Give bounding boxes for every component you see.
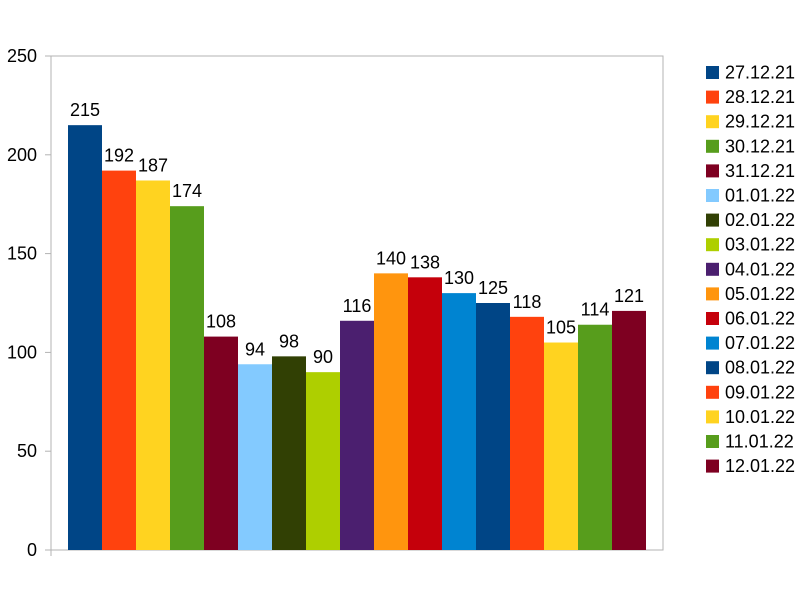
bar-01.01.22: [238, 364, 272, 550]
bar-06.01.22: [408, 277, 442, 550]
bar-29.12.21: [136, 180, 170, 550]
legend-swatch: [706, 90, 719, 104]
data-label-10.01.22: 105: [546, 318, 576, 338]
data-label-29.12.21: 187: [138, 155, 168, 175]
legend-swatch: [706, 66, 719, 79]
data-label-12.01.22: 121: [614, 286, 644, 306]
bar-09.01.22: [510, 316, 544, 550]
legend-swatch: [706, 189, 719, 202]
legend-label: 09.01.22: [725, 382, 795, 402]
legend-label: 04.01.22: [725, 259, 795, 279]
legend-label: 28.12.21: [725, 87, 795, 107]
data-label-02.01.22: 98: [279, 331, 299, 351]
legend-item-08.01.22: 08.01.22: [706, 358, 795, 378]
data-label-07.01.22: 130: [444, 268, 474, 288]
data-label-09.01.22: 118: [513, 292, 542, 312]
bar-07.01.22: [442, 293, 476, 550]
y-axis: 0 50 100 150 200 250: [7, 46, 52, 560]
legend: 27.12.21 28.12.21 29.12.21 30.12.21 31.12.21…: [706, 63, 795, 476]
y-tick-label: 250: [7, 46, 37, 66]
data-label-11.01.22: 114: [581, 300, 610, 320]
legend-item-31.12.21: 31.12.21: [706, 161, 795, 181]
legend-swatch: [706, 435, 719, 448]
legend-item-06.01.22: 06.01.22: [706, 309, 795, 329]
legend-swatch: [706, 213, 719, 227]
bar-27.12.21: [68, 125, 102, 550]
data-label-03.01.22: 90: [313, 347, 333, 367]
legend-item-12.01.22: 12.01.22: [706, 456, 795, 476]
legend-swatch: [706, 410, 719, 424]
legend-label: 08.01.22: [725, 358, 795, 378]
legend-item-09.01.22: 09.01.22: [706, 382, 795, 402]
data-label-04.01.22: 116: [343, 296, 372, 316]
legend-swatch: [706, 262, 719, 276]
legend-item-11.01.22: 11.01.22: [706, 432, 794, 452]
data-label-06.01.22: 138: [410, 252, 440, 272]
legend-swatch: [706, 238, 719, 252]
y-tick-label: 0: [27, 540, 37, 560]
data-label-31.12.21: 108: [206, 312, 236, 332]
legend-swatch: [706, 385, 719, 399]
legend-item-27.12.21: 27.12.21: [706, 63, 795, 83]
bar-08.01.22: [476, 303, 510, 550]
bar-11.01.22: [578, 324, 612, 550]
legend-item-28.12.21: 28.12.21: [706, 87, 795, 107]
legend-item-04.01.22: 04.01.22: [706, 259, 795, 279]
bar-03.01.22: [306, 372, 340, 550]
bar-31.12.21: [204, 336, 238, 550]
y-tick-label: 200: [7, 145, 37, 165]
bar-05.01.22: [374, 273, 408, 550]
legend-swatch: [706, 139, 719, 153]
bars: [68, 125, 646, 550]
legend-item-29.12.21: 29.12.21: [706, 112, 795, 132]
data-label-08.01.22: 125: [478, 278, 508, 298]
legend-label: 03.01.22: [725, 235, 795, 255]
bar-10.01.22: [544, 342, 578, 550]
legend-label: 01.01.22: [725, 186, 795, 206]
data-label-28.12.21: 192: [104, 146, 134, 166]
data-label-30.12.21: 174: [172, 181, 202, 201]
legend-label: 02.01.22: [725, 210, 795, 230]
y-tick-label: 150: [7, 244, 37, 264]
legend-swatch: [706, 115, 719, 129]
bar-30.12.21: [170, 206, 204, 550]
legend-swatch: [706, 459, 719, 473]
legend-label: 06.01.22: [725, 309, 795, 329]
data-label-05.01.22: 140: [376, 248, 406, 268]
data-label-27.12.21: 215: [70, 100, 100, 120]
legend-label: 29.12.21: [725, 112, 795, 132]
legend-item-07.01.22: 07.01.22: [706, 333, 795, 353]
data-label-01.01.22: 94: [245, 339, 265, 359]
bar-12.01.22: [612, 310, 646, 550]
legend-label: 11.01.22: [725, 432, 794, 452]
legend-item-30.12.21: 30.12.21: [706, 136, 795, 156]
legend-swatch: [706, 312, 719, 325]
bar-28.12.21: [102, 170, 136, 550]
legend-label: 05.01.22: [725, 284, 795, 304]
legend-label: 12.01.22: [725, 456, 795, 476]
legend-swatch: [706, 164, 719, 178]
legend-swatch: [706, 336, 719, 350]
legend-item-02.01.22: 02.01.22: [706, 210, 795, 230]
legend-label: 31.12.21: [725, 161, 795, 181]
legend-label: 10.01.22: [725, 407, 795, 427]
legend-item-10.01.22: 10.01.22: [706, 407, 795, 427]
legend-swatch: [706, 361, 719, 375]
legend-item-01.01.22: 01.01.22: [706, 186, 795, 206]
legend-label: 27.12.21: [725, 63, 795, 83]
y-tick-label: 50: [17, 441, 37, 461]
y-tick-label: 100: [7, 342, 37, 362]
legend-swatch: [706, 287, 719, 301]
legend-item-03.01.22: 03.01.22: [706, 235, 795, 255]
legend-item-05.01.22: 05.01.22: [706, 284, 795, 304]
bar-04.01.22: [340, 320, 374, 550]
legend-label: 30.12.21: [725, 136, 795, 156]
legend-label: 07.01.22: [725, 333, 795, 353]
bar-02.01.22: [272, 356, 306, 550]
